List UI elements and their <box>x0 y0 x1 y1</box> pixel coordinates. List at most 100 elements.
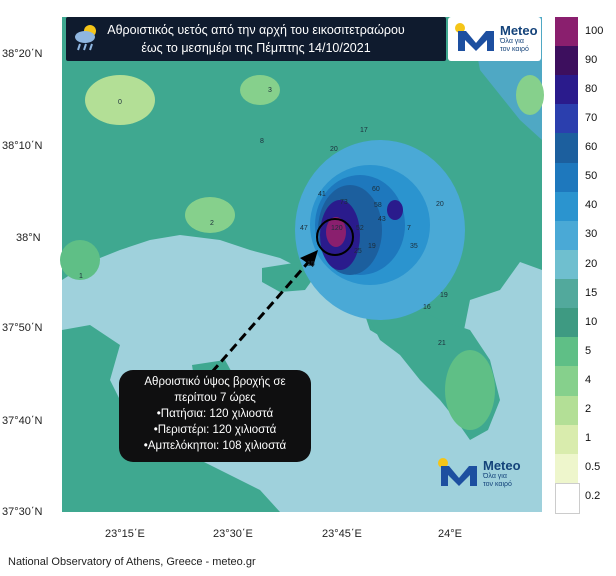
zone-low-5 <box>445 350 495 430</box>
meteo-name: Meteo <box>483 458 521 473</box>
meteo-logo-bottom: Meteo Όλα για τον καιρό <box>431 452 541 498</box>
legend-label: 0.2 <box>585 490 601 503</box>
legend-swatch <box>555 75 578 105</box>
legend-swatch <box>555 308 578 338</box>
legend-label: 30 <box>585 228 598 241</box>
legend-swatch <box>555 395 578 425</box>
legend-label: 1 <box>585 432 592 445</box>
meteo-tagline-1: Όλα για <box>500 38 524 45</box>
map-value: 43 <box>378 216 386 223</box>
legend-swatch <box>555 337 578 367</box>
map-value: 19 <box>368 243 376 250</box>
legend-swatch <box>555 133 578 163</box>
map-values: 0 3 8 17 20 41 60 73 58 47 52 43 7 20 12… <box>79 87 448 347</box>
map-title-line-2: έως το μεσημέρι της Πέμπτης 14/10/2021 <box>141 41 371 55</box>
map-value: 1 <box>79 273 83 280</box>
legend-swatch <box>555 104 578 134</box>
lon-label: 23°45΄E <box>322 528 362 540</box>
source-footer: National Observatory of Athens, Greece -… <box>8 556 256 568</box>
callout-line-4: •Περιστέρι: 120 χιλιοστά <box>153 424 277 436</box>
rainfall-callout: Αθροιστικό ύψος βροχής σε περίπου 7 ώρες… <box>119 370 311 462</box>
map-value: 35 <box>410 243 418 250</box>
map-value: 15 <box>307 261 315 268</box>
lat-label: 37°30΄N <box>2 506 43 518</box>
legend-label: 60 <box>585 141 598 154</box>
legend-label: 5 <box>585 344 592 357</box>
legend-swatch <box>555 482 580 514</box>
meteo-m-icon <box>438 458 477 486</box>
lat-label: 38°10΄N <box>2 140 43 152</box>
map-value: 21 <box>438 340 446 347</box>
callout-line-1: Αθροιστικό ύψος βροχής σε <box>144 376 286 388</box>
meteo-name: Meteo <box>500 23 538 38</box>
legend-swatch <box>555 453 578 483</box>
lon-label: 23°30΄E <box>213 528 253 540</box>
meteo-tagline-2: τον καιρό <box>483 481 512 488</box>
zone-low-1 <box>85 75 155 125</box>
lat-label: 38°20΄N <box>2 48 43 60</box>
zone-ne-60 <box>387 200 403 220</box>
meteo-m-icon <box>455 23 494 51</box>
zone-100 <box>326 217 346 247</box>
legend-label: 20 <box>585 257 598 270</box>
meteo-logo-top: Meteo Όλα για τον καιρό <box>448 17 541 61</box>
callout-arrow-head <box>300 250 318 267</box>
map-value: 41 <box>318 191 326 198</box>
legend-swatch <box>555 17 578 47</box>
legend-label: 70 <box>585 111 598 124</box>
legend-label: 40 <box>585 199 598 212</box>
legend-swatch <box>555 162 578 192</box>
zone-low-6 <box>516 75 544 115</box>
meteo-tagline-1: Όλα για <box>483 473 507 480</box>
legend-label: 10 <box>585 315 598 328</box>
map-value: 73 <box>340 199 348 206</box>
map-value: 16 <box>423 304 431 311</box>
legend-label: 2 <box>585 403 592 416</box>
map-value: 19 <box>440 292 448 299</box>
map-value: 47 <box>300 225 308 232</box>
land-peloponnese <box>62 325 280 512</box>
lat-label: 37°50΄N <box>2 322 43 334</box>
map-value: 58 <box>374 202 382 209</box>
lat-label: 37°40΄N <box>2 415 43 427</box>
legend-swatch <box>555 191 578 221</box>
legend-label: 100 <box>585 24 604 37</box>
legend-label: 0.5 <box>585 461 601 474</box>
meteo-tagline-2: τον καιρό <box>500 46 529 53</box>
legend-swatch <box>555 279 578 309</box>
map-value: 60 <box>372 186 380 193</box>
map-title-line-1: Αθροιστικός υετός από την αρχή του εικοσ… <box>107 23 405 37</box>
map-value: 20 <box>330 146 338 153</box>
lon-label: 24°E <box>438 528 462 540</box>
rain-cloud-icon <box>75 25 96 51</box>
map-value: 8 <box>260 138 264 145</box>
callout-arrow-line <box>210 257 314 373</box>
legend-label: 80 <box>585 82 598 95</box>
legend-swatch <box>555 46 578 76</box>
zone-low-3 <box>185 197 235 233</box>
map-value: 0 <box>118 99 122 106</box>
legend-label: 15 <box>585 286 598 299</box>
callout-line-3: •Πατήσια: 120 χιλιοστά <box>156 408 274 420</box>
callout-line-5: •Αμπελόκηποι: 108 χιλιοστά <box>143 440 287 452</box>
legend-swatch <box>555 366 578 396</box>
lat-label: 38°N <box>16 232 41 244</box>
legend-label: 50 <box>585 170 598 183</box>
map-value: 7 <box>407 225 411 232</box>
legend-swatch <box>555 424 578 454</box>
map-value: 17 <box>360 127 368 134</box>
legend-swatch <box>555 249 578 280</box>
highlight-circle <box>316 218 354 256</box>
map-value: 52 <box>356 225 364 232</box>
rainfall-legend <box>555 17 580 514</box>
zone-low-4 <box>60 240 100 280</box>
map-value: 120 <box>331 225 343 232</box>
zone-low-2 <box>240 75 280 105</box>
callout-line-2: περίπου 7 ώρες <box>174 392 256 404</box>
map-value: 2 <box>210 220 214 227</box>
meteo-tagline: Όλα για τον καιρό <box>483 473 512 489</box>
map-value: 3 <box>268 87 272 94</box>
legend-swatch <box>555 220 578 250</box>
lon-label: 23°15΄E <box>105 528 145 540</box>
